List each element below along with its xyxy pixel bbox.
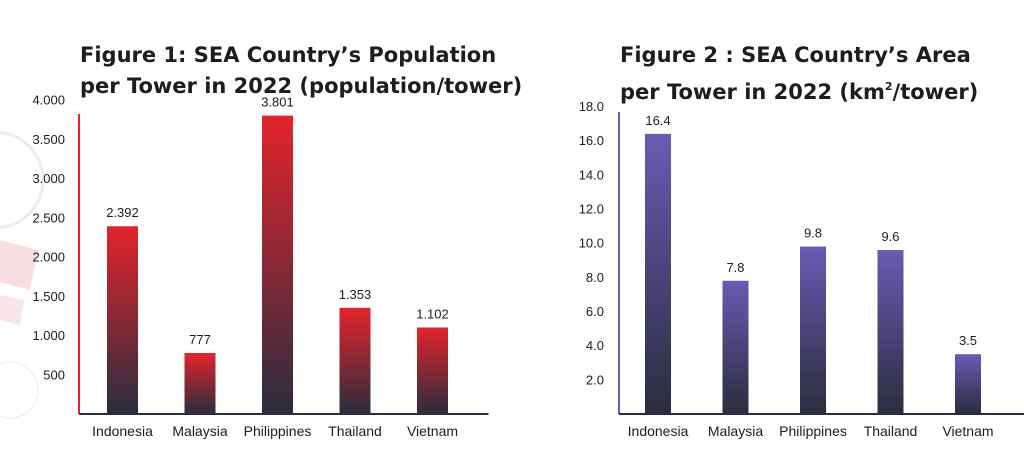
y-tick-label: 6.0 [586, 304, 604, 319]
bar-thailand [877, 250, 904, 414]
bar-malaysia [184, 353, 216, 414]
x-tick-label: Indonesia [628, 423, 689, 439]
chart-title-line-2: per Tower in 2022 (km2/tower) [620, 80, 979, 104]
data-label: 16.4 [645, 113, 670, 128]
y-tick-label: 3.500 [32, 132, 65, 147]
chart-title-area: Figure 2 : SEA Country’s Area per Tower … [620, 40, 978, 108]
x-tick-label: Vietnam [942, 423, 993, 439]
y-tick-label: 2.000 [32, 250, 65, 265]
y-tick-label: 18.0 [579, 99, 604, 114]
y-tick-label: 12.0 [579, 202, 604, 217]
x-tick-label: Vietnam [407, 423, 458, 439]
y-tick-label: 4.000 [32, 93, 65, 108]
bar-philippines [800, 246, 826, 414]
bar-philippines [262, 115, 293, 415]
bar-indonesia [645, 133, 671, 414]
bar-vietnam [955, 354, 981, 414]
chart-title-line-1: Figure 1: SEA Country’s Population [80, 43, 497, 67]
data-label: 9.8 [804, 226, 822, 241]
y-tick-label: 4.0 [586, 338, 604, 353]
data-label: 7.8 [726, 260, 744, 275]
chart-title-line-2: per Tower in 2022 (population/tower) [80, 74, 523, 98]
data-label: 2.392 [106, 205, 139, 220]
y-tick-label: 3.000 [32, 171, 65, 186]
x-tick-label: Thailand [864, 423, 918, 439]
y-tick-label: 8.0 [586, 270, 604, 285]
y-tick-label: 14.0 [579, 167, 604, 182]
chart-title-line-1: Figure 2 : SEA Country’s Area [620, 43, 971, 67]
y-tick-label: 500 [43, 367, 65, 382]
bar-vietnam [417, 327, 448, 414]
x-tick-label: Indonesia [92, 423, 153, 439]
bar-malaysia [722, 280, 749, 414]
y-tick-label: 16.0 [579, 133, 604, 148]
data-label: 3.5 [959, 333, 977, 348]
superscript-2: 2 [884, 80, 893, 93]
data-label: 1.353 [339, 287, 372, 302]
x-tick-label: Malaysia [172, 423, 227, 439]
y-tick-label: 2.500 [32, 210, 65, 225]
data-label: 9.6 [881, 229, 899, 244]
x-tick-label: Thailand [328, 423, 382, 439]
data-label: 1.102 [416, 306, 449, 321]
y-tick-label: 1.000 [32, 328, 65, 343]
data-label: 777 [189, 332, 211, 347]
bar-thailand [339, 307, 371, 414]
data-label: 3.801 [261, 95, 294, 110]
background-decoration [0, 130, 45, 419]
y-tick-label: 10.0 [579, 236, 604, 251]
chart-title-population: Figure 1: SEA Country’s Population per T… [80, 40, 522, 102]
y-tick-label: 2.0 [586, 372, 604, 387]
population-per-tower-chart: 500 1.000 1.500 2.000 2.500 3.000 3.500 4.000 2.… [32, 93, 489, 439]
x-tick-label: Philippines [779, 423, 847, 439]
y-tick-label: 1.500 [32, 289, 65, 304]
x-tick-label: Philippines [244, 423, 312, 439]
x-tick-label: Malaysia [708, 423, 763, 439]
bar-indonesia [107, 226, 138, 414]
